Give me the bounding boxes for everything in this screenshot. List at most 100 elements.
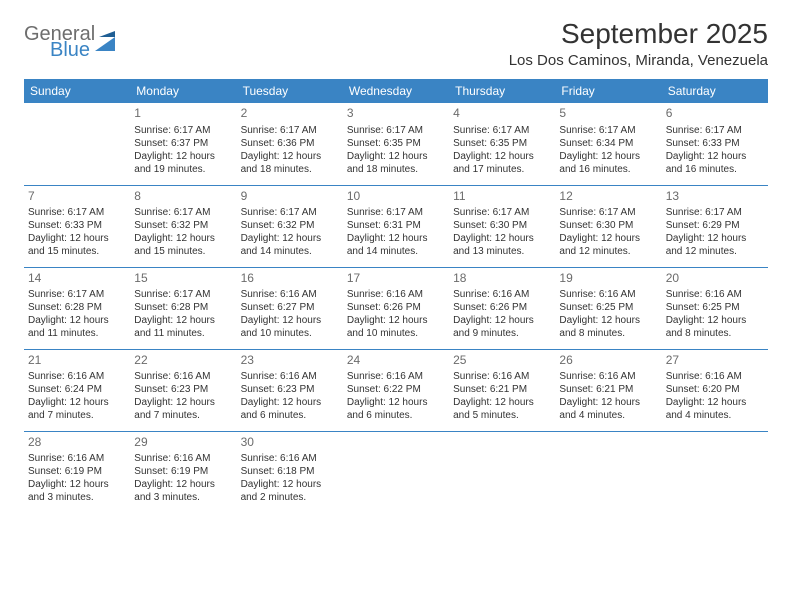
day-number: 28	[28, 435, 126, 451]
sunrise-line: Sunrise: 6:16 AM	[134, 370, 232, 383]
daylight-line: Daylight: 12 hours and 18 minutes.	[241, 150, 339, 176]
calendar-week-row: 21Sunrise: 6:16 AMSunset: 6:24 PMDayligh…	[24, 349, 768, 431]
daylight-line: Daylight: 12 hours and 12 minutes.	[559, 232, 657, 258]
day-number: 26	[559, 353, 657, 369]
calendar-week-row: 1Sunrise: 6:17 AMSunset: 6:37 PMDaylight…	[24, 103, 768, 185]
calendar-cell: 20Sunrise: 6:16 AMSunset: 6:25 PMDayligh…	[662, 267, 768, 349]
calendar-cell: 9Sunrise: 6:17 AMSunset: 6:32 PMDaylight…	[237, 185, 343, 267]
sunset-line: Sunset: 6:27 PM	[241, 301, 339, 314]
sunset-line: Sunset: 6:37 PM	[134, 137, 232, 150]
sunset-line: Sunset: 6:26 PM	[347, 301, 445, 314]
calendar-cell: 14Sunrise: 6:17 AMSunset: 6:28 PMDayligh…	[24, 267, 130, 349]
calendar-cell	[662, 431, 768, 513]
month-title: September 2025	[509, 18, 768, 50]
daylight-line: Daylight: 12 hours and 14 minutes.	[347, 232, 445, 258]
sunset-line: Sunset: 6:34 PM	[559, 137, 657, 150]
sunset-line: Sunset: 6:36 PM	[241, 137, 339, 150]
title-block: September 2025 Los Dos Caminos, Miranda,…	[509, 18, 768, 69]
day-number: 12	[559, 189, 657, 205]
calendar-cell: 27Sunrise: 6:16 AMSunset: 6:20 PMDayligh…	[662, 349, 768, 431]
day-number: 20	[666, 271, 764, 287]
calendar-cell: 11Sunrise: 6:17 AMSunset: 6:30 PMDayligh…	[449, 185, 555, 267]
day-number: 5	[559, 106, 657, 122]
day-number: 13	[666, 189, 764, 205]
sunset-line: Sunset: 6:30 PM	[559, 219, 657, 232]
sunset-line: Sunset: 6:26 PM	[453, 301, 551, 314]
sunset-line: Sunset: 6:22 PM	[347, 383, 445, 396]
daylight-line: Daylight: 12 hours and 18 minutes.	[347, 150, 445, 176]
brand-mark-icon	[95, 31, 125, 53]
sunset-line: Sunset: 6:33 PM	[666, 137, 764, 150]
day-number: 17	[347, 271, 445, 287]
daylight-line: Daylight: 12 hours and 6 minutes.	[347, 396, 445, 422]
day-number: 22	[134, 353, 232, 369]
sunrise-line: Sunrise: 6:17 AM	[28, 288, 126, 301]
calendar-document: General Blue September 2025 Los Dos Cami…	[0, 0, 792, 513]
sunrise-line: Sunrise: 6:16 AM	[28, 452, 126, 465]
day-number: 8	[134, 189, 232, 205]
sunrise-line: Sunrise: 6:17 AM	[666, 206, 764, 219]
calendar-cell: 7Sunrise: 6:17 AMSunset: 6:33 PMDaylight…	[24, 185, 130, 267]
day-number: 16	[241, 271, 339, 287]
weekday-header: Wednesday	[343, 79, 449, 103]
brand-text: General Blue	[24, 24, 95, 60]
calendar-cell: 1Sunrise: 6:17 AMSunset: 6:37 PMDaylight…	[130, 103, 236, 185]
daylight-line: Daylight: 12 hours and 11 minutes.	[28, 314, 126, 340]
sunrise-line: Sunrise: 6:17 AM	[241, 124, 339, 137]
brand-word2: Blue	[50, 40, 95, 60]
daylight-line: Daylight: 12 hours and 13 minutes.	[453, 232, 551, 258]
daylight-line: Daylight: 12 hours and 11 minutes.	[134, 314, 232, 340]
sunset-line: Sunset: 6:21 PM	[453, 383, 551, 396]
daylight-line: Daylight: 12 hours and 10 minutes.	[347, 314, 445, 340]
sunset-line: Sunset: 6:25 PM	[559, 301, 657, 314]
calendar-cell	[555, 431, 661, 513]
calendar-week-row: 28Sunrise: 6:16 AMSunset: 6:19 PMDayligh…	[24, 431, 768, 513]
sunset-line: Sunset: 6:19 PM	[134, 465, 232, 478]
day-number: 7	[28, 189, 126, 205]
calendar-table: Sunday Monday Tuesday Wednesday Thursday…	[24, 79, 768, 513]
weekday-header: Friday	[555, 79, 661, 103]
daylight-line: Daylight: 12 hours and 3 minutes.	[28, 478, 126, 504]
calendar-cell: 12Sunrise: 6:17 AMSunset: 6:30 PMDayligh…	[555, 185, 661, 267]
calendar-cell: 19Sunrise: 6:16 AMSunset: 6:25 PMDayligh…	[555, 267, 661, 349]
sunrise-line: Sunrise: 6:17 AM	[559, 206, 657, 219]
weekday-header: Monday	[130, 79, 236, 103]
daylight-line: Daylight: 12 hours and 7 minutes.	[134, 396, 232, 422]
sunrise-line: Sunrise: 6:16 AM	[559, 370, 657, 383]
calendar-cell: 8Sunrise: 6:17 AMSunset: 6:32 PMDaylight…	[130, 185, 236, 267]
day-number: 15	[134, 271, 232, 287]
sunset-line: Sunset: 6:35 PM	[453, 137, 551, 150]
calendar-cell: 15Sunrise: 6:17 AMSunset: 6:28 PMDayligh…	[130, 267, 236, 349]
day-number: 30	[241, 435, 339, 451]
weekday-header: Thursday	[449, 79, 555, 103]
sunrise-line: Sunrise: 6:16 AM	[241, 452, 339, 465]
sunrise-line: Sunrise: 6:16 AM	[666, 370, 764, 383]
day-number: 6	[666, 106, 764, 122]
day-number: 2	[241, 106, 339, 122]
day-number: 23	[241, 353, 339, 369]
day-number: 24	[347, 353, 445, 369]
sunset-line: Sunset: 6:30 PM	[453, 219, 551, 232]
sunrise-line: Sunrise: 6:17 AM	[453, 124, 551, 137]
calendar-cell: 13Sunrise: 6:17 AMSunset: 6:29 PMDayligh…	[662, 185, 768, 267]
daylight-line: Daylight: 12 hours and 15 minutes.	[134, 232, 232, 258]
calendar-cell: 23Sunrise: 6:16 AMSunset: 6:23 PMDayligh…	[237, 349, 343, 431]
calendar-cell: 24Sunrise: 6:16 AMSunset: 6:22 PMDayligh…	[343, 349, 449, 431]
daylight-line: Daylight: 12 hours and 15 minutes.	[28, 232, 126, 258]
sunrise-line: Sunrise: 6:17 AM	[134, 124, 232, 137]
day-number: 29	[134, 435, 232, 451]
calendar-cell: 4Sunrise: 6:17 AMSunset: 6:35 PMDaylight…	[449, 103, 555, 185]
sunset-line: Sunset: 6:25 PM	[666, 301, 764, 314]
day-number: 19	[559, 271, 657, 287]
calendar-cell: 22Sunrise: 6:16 AMSunset: 6:23 PMDayligh…	[130, 349, 236, 431]
sunset-line: Sunset: 6:28 PM	[134, 301, 232, 314]
daylight-line: Daylight: 12 hours and 16 minutes.	[666, 150, 764, 176]
sunrise-line: Sunrise: 6:17 AM	[666, 124, 764, 137]
sunset-line: Sunset: 6:23 PM	[134, 383, 232, 396]
day-number: 27	[666, 353, 764, 369]
calendar-body: 1Sunrise: 6:17 AMSunset: 6:37 PMDaylight…	[24, 103, 768, 513]
weekday-header: Sunday	[24, 79, 130, 103]
daylight-line: Daylight: 12 hours and 10 minutes.	[241, 314, 339, 340]
day-number: 14	[28, 271, 126, 287]
sunset-line: Sunset: 6:18 PM	[241, 465, 339, 478]
